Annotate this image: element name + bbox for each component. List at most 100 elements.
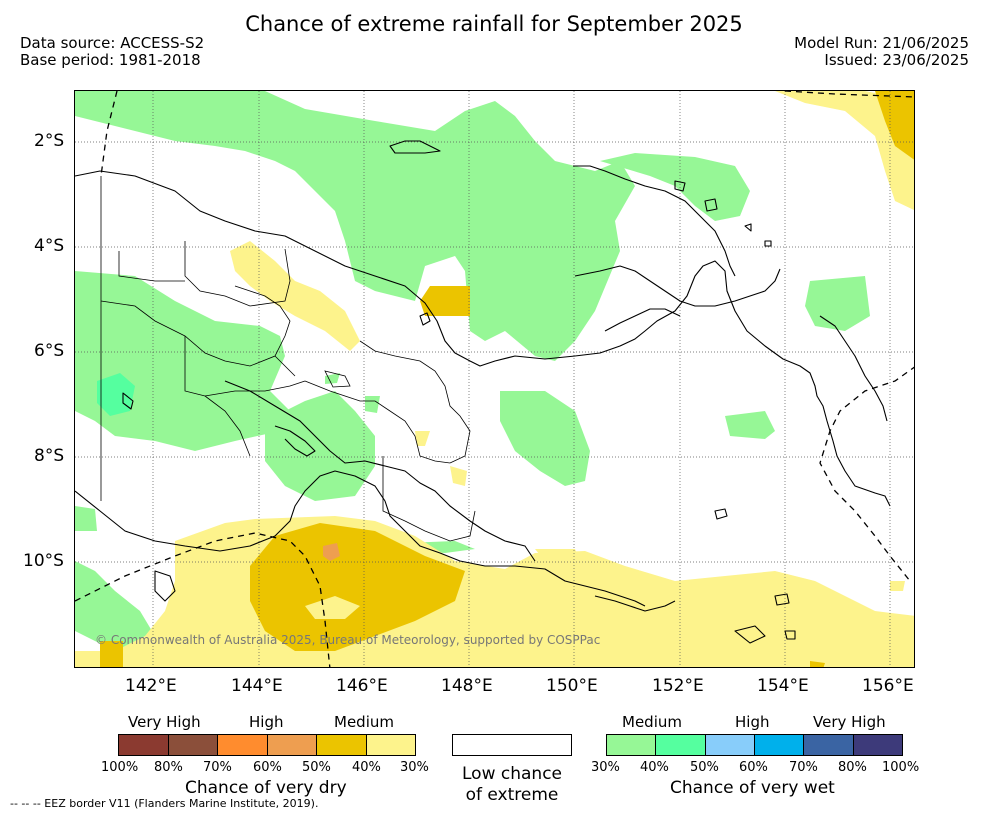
map-canvas [75, 91, 914, 667]
low-chance-swatch [452, 734, 572, 756]
coast-island-7 [734, 625, 766, 644]
coast-bougainville [819, 315, 888, 422]
data-source: Data source: ACCESS-S2 [20, 34, 205, 52]
dry-swatch-2 [168, 735, 218, 755]
dry-pct-100: 100% [101, 760, 139, 775]
coast-manus [389, 140, 441, 154]
wet-area-central-south [500, 391, 590, 486]
lon-tick-148e: 148°E [441, 676, 493, 696]
dry-swatch-4 [267, 735, 317, 755]
dry-high-areas [100, 91, 914, 667]
wet-area-north [75, 91, 635, 361]
border-province-3 [118, 251, 185, 282]
coast-island-2 [674, 180, 686, 192]
lat-tick-2s: 2°S [34, 131, 65, 151]
dry-area-small3 [415, 431, 430, 446]
map-title: Chance of extreme rainfall for September… [245, 12, 743, 36]
dry-caption: Chance of very dry [185, 778, 347, 798]
wet-area-small2 [365, 396, 380, 413]
eez-borders [75, 91, 914, 667]
border-province-2 [184, 241, 291, 307]
border-province-10 [324, 370, 351, 388]
dry-area-highlands [230, 241, 360, 351]
wet-level-medium: Medium [622, 713, 682, 731]
dry-area-gold-ne [875, 91, 914, 160]
border-province-5 [204, 395, 251, 457]
eez-west [100, 91, 118, 177]
coastlines [75, 140, 891, 644]
eez-note: -- -- -- EEZ border V11 (Flanders Marine… [10, 797, 319, 810]
wet-swatch-5 [804, 735, 854, 755]
border-province-6 [304, 380, 451, 464]
border-province-4 [184, 336, 306, 397]
dry-area-gold-se [810, 661, 825, 667]
wet-caption: Chance of very wet [670, 778, 835, 798]
low-caption-line1: Low chance [462, 764, 562, 784]
lon-tick-146e: 146°E [336, 676, 388, 696]
dry-pct-30: 30% [400, 760, 429, 775]
rainfall-map: © Commonwealth of Australia 2025, Bureau… [74, 90, 915, 668]
coast-island-4 [744, 223, 752, 232]
dry-area-small2 [535, 549, 580, 561]
dry-level-very-high: Very High [128, 713, 201, 731]
coast-river-delta [274, 425, 316, 457]
wet-area-papua-south [265, 391, 375, 501]
coast-island-3 [704, 198, 718, 212]
wet-swatch-6 [853, 735, 902, 755]
lon-tick-152e: 152°E [652, 676, 704, 696]
dry-area-gold-south [250, 523, 465, 651]
border-province-8 [382, 456, 476, 542]
lon-tick-150e: 150°E [546, 676, 598, 696]
wet-colorbar [606, 734, 903, 756]
coast-island-10 [122, 392, 134, 410]
copyright-credit: © Commonwealth of Australia 2025, Bureau… [95, 633, 601, 647]
lon-tick-156e: 156°E [862, 676, 914, 696]
coast-new-britain-south [604, 308, 681, 332]
coast-southeast [594, 595, 676, 612]
dry-pct-80: 80% [154, 760, 183, 775]
coast-new-britain [574, 265, 781, 307]
coast-island-11 [154, 570, 176, 602]
eez-east [819, 366, 914, 582]
eez-south-west [75, 532, 331, 667]
lat-tick-8s: 8°S [34, 446, 65, 466]
lon-tick-144e: 144°E [231, 676, 283, 696]
dry-pct-70: 70% [203, 760, 232, 775]
wet-area-west [75, 271, 290, 451]
dry-swatch-1 [119, 735, 169, 755]
lon-tick-154e: 154°E [757, 676, 809, 696]
lon-tick-142e: 142°E [125, 676, 177, 696]
coast-island-8 [784, 630, 796, 640]
wet-pct-30: 30% [591, 760, 620, 775]
wet-pct-70: 70% [789, 760, 818, 775]
base-period: Base period: 1981-2018 [20, 51, 201, 69]
admin-borders [100, 176, 476, 542]
dry-level-medium: Medium [334, 713, 394, 731]
coast-new-guinea-south [75, 470, 646, 607]
dry-area-small5 [890, 581, 905, 591]
coast-new-ireland [573, 165, 736, 277]
issued-date: Issued: 23/06/2025 [824, 51, 969, 69]
wet-swatch-2 [656, 735, 706, 755]
wet-pct-50: 50% [690, 760, 719, 775]
wet-area-newbritain [600, 153, 750, 221]
eez-northeast [784, 91, 914, 98]
lat-tick-4s: 4°S [34, 236, 65, 256]
coast-island-1 [419, 312, 431, 326]
coast-gulf [224, 380, 536, 562]
wet-pct-80: 80% [838, 760, 867, 775]
lat-tick-6s: 6°S [34, 341, 65, 361]
wet-level-high: High [735, 713, 770, 731]
low-caption-line2: of extreme [465, 785, 559, 805]
coast-island-6 [714, 508, 728, 520]
dry-level-high: High [249, 713, 284, 731]
graticule [75, 91, 914, 667]
border-province-9 [274, 355, 296, 377]
dry-pct-40: 40% [352, 760, 381, 775]
wet-swatch-1 [607, 735, 657, 755]
dry-pct-50: 50% [302, 760, 331, 775]
model-run: Model Run: 21/06/2025 [794, 34, 969, 52]
coast-island-9 [774, 593, 790, 606]
dry-area-gold-north [420, 286, 470, 316]
coast-new-guinea [75, 170, 891, 507]
